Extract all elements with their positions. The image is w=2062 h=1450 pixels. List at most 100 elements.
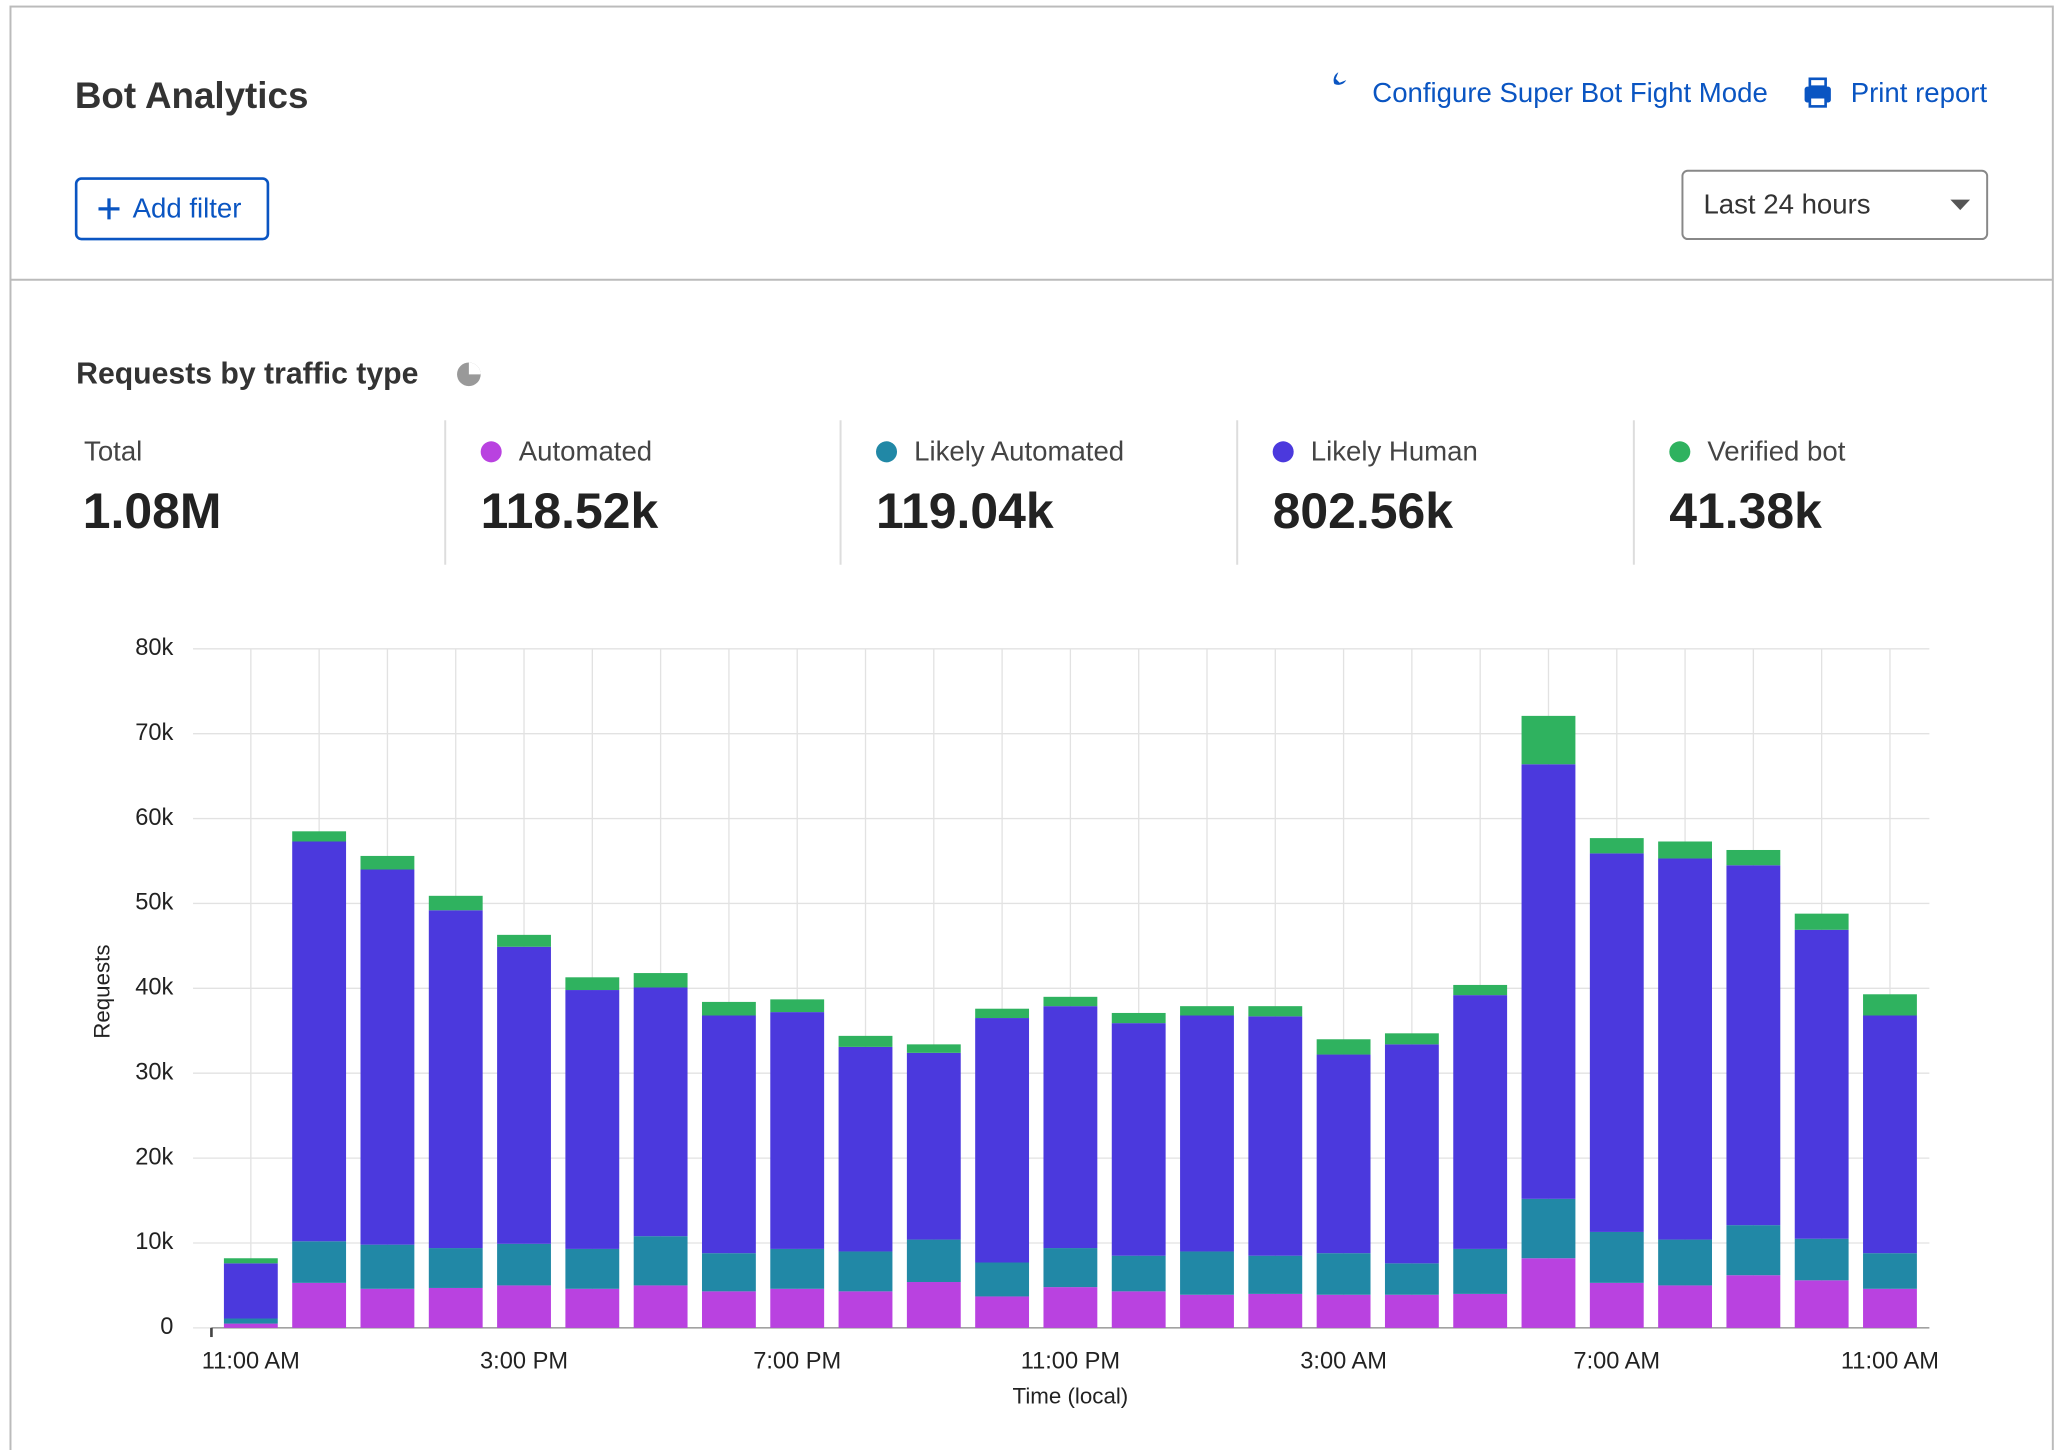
bar-segment <box>770 1012 825 1249</box>
x-tick-label: 3:00 AM <box>1300 1348 1387 1374</box>
bar-segment <box>701 1253 756 1292</box>
bar-segment <box>1111 1255 1166 1292</box>
section-title: Requests by traffic type <box>76 358 418 391</box>
bar-segment <box>428 910 483 1249</box>
bar-segment <box>975 1018 1030 1263</box>
bar-segment <box>1248 1016 1303 1256</box>
bar-segment <box>497 1243 551 1286</box>
bar-segment <box>1111 1023 1166 1256</box>
bar-segment <box>292 841 347 1242</box>
y-tick-label: 0 <box>160 1314 173 1340</box>
bar-segment <box>1043 996 1098 1007</box>
bar-segment <box>1726 1275 1781 1328</box>
configure-link[interactable]: Configure Super Bot Fight Mode <box>1318 72 1768 108</box>
legend-swatch <box>1272 441 1294 463</box>
printer-icon <box>1808 77 1827 88</box>
bar-segment <box>1589 853 1644 1232</box>
legend-label: Likely Automated <box>914 435 1124 466</box>
bar-segment <box>1316 1054 1371 1254</box>
bar-segment <box>1794 929 1849 1239</box>
bar-segment <box>701 1291 756 1328</box>
legend-swatch <box>1669 441 1691 463</box>
bar-segment <box>906 1044 961 1053</box>
bar-segment <box>1180 1015 1234 1252</box>
bar-segment <box>1043 1006 1098 1249</box>
x-tick-label: 3:00 PM <box>480 1348 568 1374</box>
wrench-icon <box>1318 72 1347 100</box>
bar-segment <box>701 1015 756 1254</box>
print-link[interactable]: Print report <box>1804 77 1988 108</box>
bar-segment <box>497 934 551 947</box>
bar-segment <box>1043 1287 1098 1328</box>
plus-icon <box>98 198 120 220</box>
x-axis-title: Time (local) <box>1013 1383 1129 1408</box>
link-text: Print report <box>1851 77 1988 108</box>
x-tick-label: 7:00 AM <box>1573 1348 1660 1374</box>
stat-value: 119.04k <box>876 483 1054 539</box>
bar-segment <box>1453 995 1508 1249</box>
bar-segment <box>701 1001 756 1016</box>
bar-segment <box>1863 1288 1917 1328</box>
bar-segment <box>1453 984 1508 996</box>
bar-segment <box>223 1263 278 1319</box>
add-filter-button[interactable]: Add filter <box>74 177 270 241</box>
bar-segment <box>223 1318 278 1324</box>
bar-segment <box>1384 1033 1439 1045</box>
stat-value: 802.56k <box>1273 483 1454 539</box>
bar-segment <box>360 1288 415 1328</box>
y-axis-title: Requests <box>90 944 115 1038</box>
bar-segment <box>633 987 688 1237</box>
pie-icon <box>468 362 481 375</box>
bar-segment <box>1863 994 1917 1016</box>
bar-segment <box>292 831 347 842</box>
bar-segment <box>223 1323 278 1328</box>
stat-value: 118.52k <box>481 483 659 539</box>
bar-segment <box>838 1291 893 1328</box>
bar-segment <box>428 895 483 911</box>
y-tick-label: 10k <box>135 1229 173 1255</box>
bar-segment <box>1248 1293 1303 1328</box>
bar-segment <box>497 946 551 1244</box>
bar-segment <box>838 1035 893 1047</box>
caret <box>1950 199 1971 211</box>
bar-segment <box>292 1282 347 1328</box>
bar-segment <box>975 1262 1030 1297</box>
y-tick-label: 70k <box>135 720 173 746</box>
bar-segment <box>1589 838 1644 854</box>
bar-segment <box>1453 1248 1508 1294</box>
bar-segment <box>1384 1294 1439 1328</box>
bar-segment <box>360 869 415 1245</box>
legend-label: Automated <box>519 435 652 466</box>
bar-segment <box>1589 1282 1644 1328</box>
info-icon[interactable] <box>457 362 481 387</box>
stat-label: Total <box>84 435 142 466</box>
y-tick-label: 80k <box>135 635 173 661</box>
bar-segment <box>975 1296 1030 1328</box>
stat-value: 1.08M <box>83 483 222 539</box>
y-tick-label: 40k <box>135 975 173 1001</box>
time-range-select[interactable]: Last 24 hours <box>1681 169 1989 241</box>
bar-segment <box>1180 1294 1234 1328</box>
card <box>9 5 2054 1450</box>
y-tick-label: 30k <box>135 1059 173 1085</box>
bar-segment <box>292 1241 347 1283</box>
select-box <box>1681 169 1989 241</box>
x-tick-label: 7:00 PM <box>753 1348 841 1374</box>
link-text: Configure Super Bot Fight Mode <box>1372 77 1768 108</box>
bar-segment <box>906 1282 961 1328</box>
bar-segment <box>1658 1285 1713 1328</box>
bar-segment <box>1863 1253 1917 1289</box>
bar-segment <box>1111 1012 1166 1024</box>
bar-segment <box>1658 841 1713 859</box>
bar-segment <box>565 1288 620 1328</box>
bar-segment <box>1521 1198 1576 1259</box>
bar-segment <box>770 1288 825 1328</box>
bar-segment <box>838 1046 893 1252</box>
bar-segment <box>633 1285 688 1328</box>
bar-segment <box>906 1239 961 1283</box>
bar-segment <box>1384 1044 1439 1264</box>
bar-segment <box>1726 849 1781 866</box>
bar-segment <box>497 1285 551 1328</box>
bar-segment <box>360 1244 415 1289</box>
